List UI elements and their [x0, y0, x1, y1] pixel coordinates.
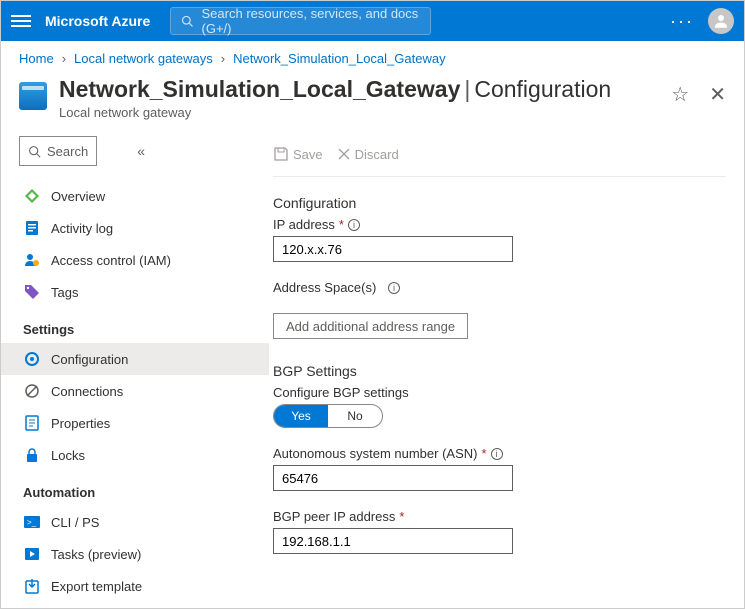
ip-address-input[interactable] [273, 236, 513, 262]
svg-text:>_: >_ [27, 518, 37, 527]
ip-address-label: IP address*i [273, 217, 726, 232]
export-icon [23, 577, 41, 595]
access-control-icon [23, 251, 41, 269]
config-section-title: Configuration [273, 195, 726, 211]
asn-label: Autonomous system number (ASN)*i [273, 446, 726, 461]
connections-icon [23, 382, 41, 400]
sidebar-item-overview[interactable]: Overview [19, 180, 263, 212]
configure-bgp-label: Configure BGP settings [273, 385, 726, 400]
bgp-section-title: BGP Settings [273, 363, 726, 379]
sidebar-item-configuration[interactable]: Configuration [1, 343, 269, 375]
page-title: Network_Simulation_Local_Gateway|Configu… [59, 76, 611, 103]
collapse-sidebar-icon[interactable]: « [137, 143, 145, 159]
content-pane: Save Discard Configuration IP address*i … [263, 136, 744, 595]
properties-icon [23, 414, 41, 432]
sidebar-item-cli-ps[interactable]: >_ CLI / PS [19, 506, 263, 538]
toggle-yes[interactable]: Yes [274, 405, 328, 427]
sidebar-item-properties[interactable]: Properties [19, 407, 263, 439]
top-header: Microsoft Azure Search resources, servic… [1, 1, 744, 41]
sidebar-section-automation: Automation [19, 471, 263, 506]
resource-type-label: Local network gateway [59, 105, 611, 120]
breadcrumb-item[interactable]: Home [19, 51, 54, 66]
info-icon[interactable]: i [491, 448, 503, 460]
sidebar-item-tasks[interactable]: Tasks (preview) [19, 538, 263, 570]
address-space-label: Address Space(s) i [273, 280, 726, 295]
chevron-right-icon: › [62, 51, 66, 66]
global-search-input[interactable]: Search resources, services, and docs (G+… [170, 7, 431, 35]
global-search-placeholder: Search resources, services, and docs (G+… [202, 6, 421, 36]
resource-icon [19, 82, 47, 110]
lock-icon [23, 446, 41, 464]
tags-icon [23, 283, 41, 301]
discard-button[interactable]: Discard [337, 147, 399, 162]
avatar[interactable] [708, 8, 734, 34]
toggle-no[interactable]: No [328, 405, 382, 427]
sidebar-item-activity-log[interactable]: Activity log [19, 212, 263, 244]
brand-label: Microsoft Azure [45, 13, 150, 29]
favorite-icon[interactable]: ☆ [671, 82, 689, 107]
menu-icon[interactable] [11, 15, 31, 27]
breadcrumb-item[interactable]: Local network gateways [74, 51, 213, 66]
cli-icon: >_ [23, 513, 41, 531]
more-icon[interactable]: ··· [670, 11, 694, 32]
sidebar-item-tags[interactable]: Tags [19, 276, 263, 308]
sidebar-item-access-control[interactable]: Access control (IAM) [19, 244, 263, 276]
discard-icon [337, 147, 351, 161]
add-address-range-input[interactable]: Add additional address range [273, 313, 468, 339]
configuration-icon [23, 350, 41, 368]
save-button[interactable]: Save [273, 146, 323, 162]
save-icon [273, 146, 289, 162]
sidebar-section-settings: Settings [19, 308, 263, 343]
sidebar-item-connections[interactable]: Connections [19, 375, 263, 407]
command-bar: Save Discard [273, 136, 726, 172]
bgp-peer-label: BGP peer IP address* [273, 509, 726, 524]
tasks-icon [23, 545, 41, 563]
page-header: Network_Simulation_Local_Gateway|Configu… [1, 72, 744, 136]
close-icon[interactable]: ✕ [709, 82, 726, 107]
breadcrumb: Home › Local network gateways › Network_… [1, 41, 744, 72]
asn-input[interactable] [273, 465, 513, 491]
info-icon[interactable]: i [348, 219, 360, 231]
search-icon [181, 14, 193, 28]
sidebar: Search « Overview Activity log Access co… [1, 136, 263, 595]
breadcrumb-item[interactable]: Network_Simulation_Local_Gateway [233, 51, 445, 66]
sidebar-search-input[interactable]: Search [19, 136, 97, 166]
sidebar-item-locks[interactable]: Locks [19, 439, 263, 471]
search-icon [28, 145, 41, 158]
bgp-peer-input[interactable] [273, 528, 513, 554]
overview-icon [23, 187, 41, 205]
sidebar-item-export-template[interactable]: Export template [19, 570, 263, 602]
info-icon[interactable]: i [388, 282, 400, 294]
activity-log-icon [23, 219, 41, 237]
chevron-right-icon: › [221, 51, 225, 66]
bgp-toggle[interactable]: Yes No [273, 404, 383, 428]
